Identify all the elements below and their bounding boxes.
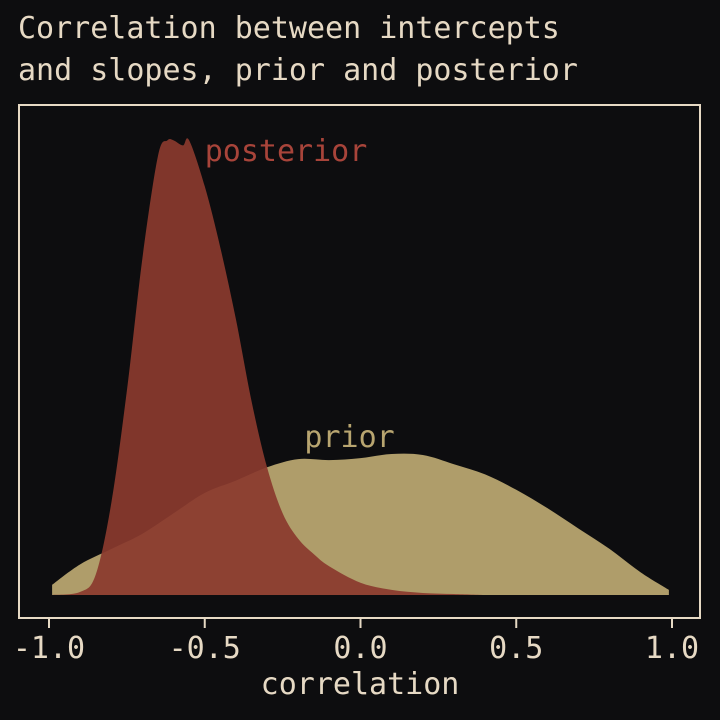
- series-label-posterior: posterior: [205, 134, 368, 169]
- chart-title: Correlation between intercepts and slope…: [18, 8, 718, 92]
- title-line-2: and slopes, prior and posterior: [18, 53, 578, 88]
- x-tick-label: 0.0: [333, 631, 387, 666]
- density-areas: [52, 138, 669, 595]
- series-label-prior: prior: [304, 420, 394, 455]
- x-tick-label: 0.5: [489, 631, 543, 666]
- series-labels: prior posterior: [205, 134, 395, 455]
- title-line-1: Correlation between intercepts: [18, 11, 560, 46]
- density-area-posterior: [52, 138, 486, 595]
- x-tick-label: -0.5: [169, 631, 241, 666]
- x-axis-label: correlation: [261, 667, 460, 702]
- x-tick-label: 1.0: [645, 631, 699, 666]
- x-axis-ticks: -1.0 -0.5 0.0 0.5 1.0: [13, 618, 699, 666]
- x-tick-label: -1.0: [13, 631, 85, 666]
